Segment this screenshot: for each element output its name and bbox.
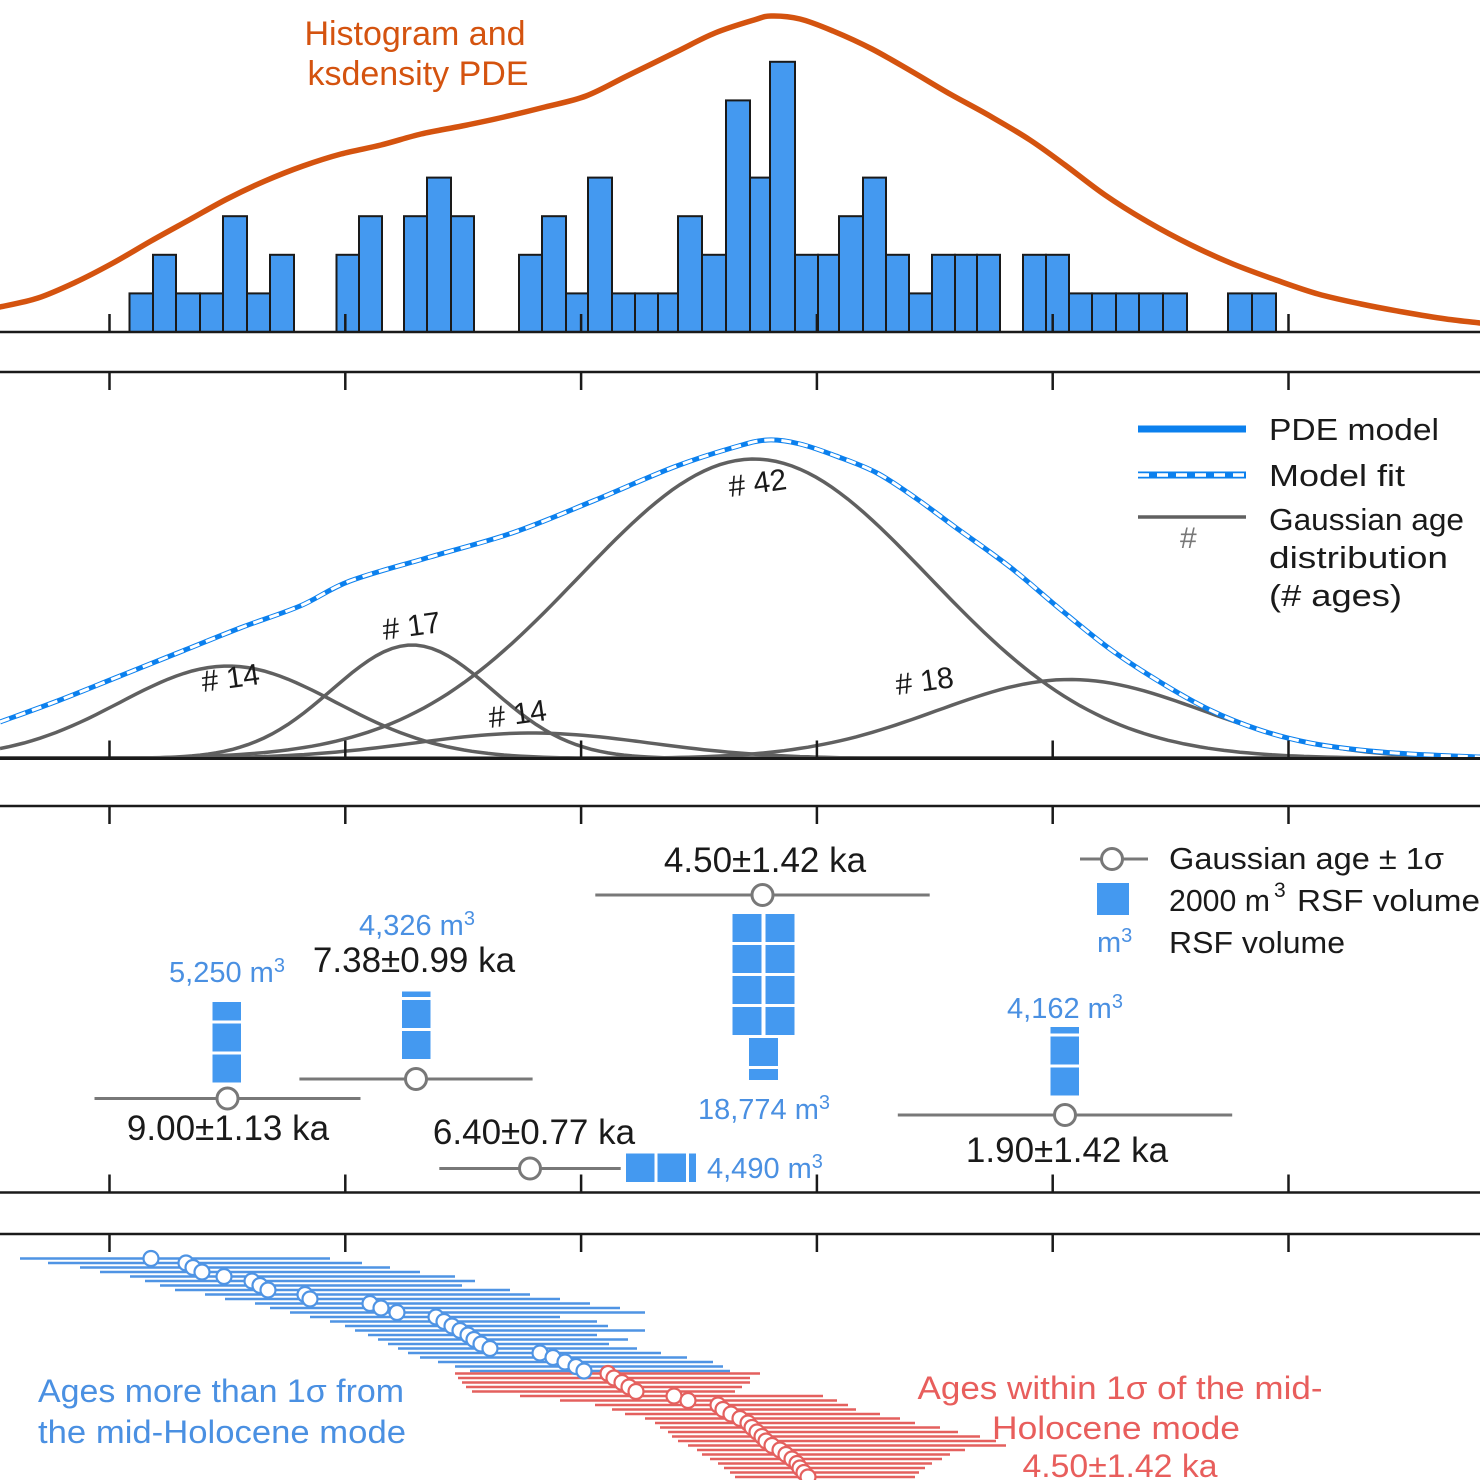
svg-text:Ages within 1σ of the mid-: Ages within 1σ of the mid- bbox=[918, 1370, 1323, 1406]
svg-text:# 14: # 14 bbox=[199, 658, 261, 699]
svg-text:RSF volume: RSF volume bbox=[1169, 925, 1345, 960]
svg-text:Gaussian age ± 1σ: Gaussian age ± 1σ bbox=[1169, 841, 1444, 876]
svg-text:RSF volume: RSF volume bbox=[1297, 883, 1480, 918]
svg-text:the mid-Holocene mode: the mid-Holocene mode bbox=[38, 1414, 406, 1450]
svg-text:Holocene mode: Holocene mode bbox=[992, 1410, 1240, 1446]
svg-text:18,774 m3: 18,774 m3 bbox=[698, 1092, 830, 1126]
svg-text:Ages more than 1σ from: Ages more than 1σ from bbox=[38, 1373, 404, 1409]
svg-text:5,250 m3: 5,250 m3 bbox=[169, 955, 285, 989]
svg-text:ksdensity PDE: ksdensity PDE bbox=[307, 55, 528, 93]
svg-text:4,326 m3: 4,326 m3 bbox=[359, 908, 475, 942]
svg-text:9.00±1.13 ka: 9.00±1.13 ka bbox=[127, 1109, 330, 1148]
svg-text:4.50±1.42 ka: 4.50±1.42 ka bbox=[664, 841, 867, 880]
svg-text:#: # bbox=[1180, 522, 1197, 555]
svg-text:# 42: # 42 bbox=[726, 463, 788, 504]
svg-text:Gaussian age: Gaussian age bbox=[1269, 502, 1464, 537]
svg-text:Model fit: Model fit bbox=[1269, 458, 1405, 493]
svg-text:PDE model: PDE model bbox=[1269, 412, 1439, 447]
svg-text:1.90±1.42 ka: 1.90±1.42 ka bbox=[966, 1131, 1169, 1170]
svg-text:# 17: # 17 bbox=[380, 606, 442, 647]
svg-text:distribution: distribution bbox=[1269, 540, 1448, 575]
svg-text:(# ages): (# ages) bbox=[1269, 578, 1402, 613]
svg-text:7.38±0.99 ka: 7.38±0.99 ka bbox=[313, 941, 516, 980]
svg-text:3: 3 bbox=[1274, 879, 1286, 902]
svg-text:4,162 m3: 4,162 m3 bbox=[1007, 991, 1123, 1025]
svg-text:6.40±0.77 ka: 6.40±0.77 ka bbox=[433, 1113, 636, 1152]
svg-text:4.50±1.42 ka: 4.50±1.42 ka bbox=[1023, 1448, 1218, 1480]
svg-text:2000 m: 2000 m bbox=[1169, 883, 1270, 918]
svg-text:Histogram and: Histogram and bbox=[304, 15, 525, 53]
svg-text:# 18: # 18 bbox=[893, 661, 955, 702]
svg-text:4,490 m3: 4,490 m3 bbox=[707, 1151, 823, 1185]
svg-text:# 14: # 14 bbox=[486, 694, 548, 735]
